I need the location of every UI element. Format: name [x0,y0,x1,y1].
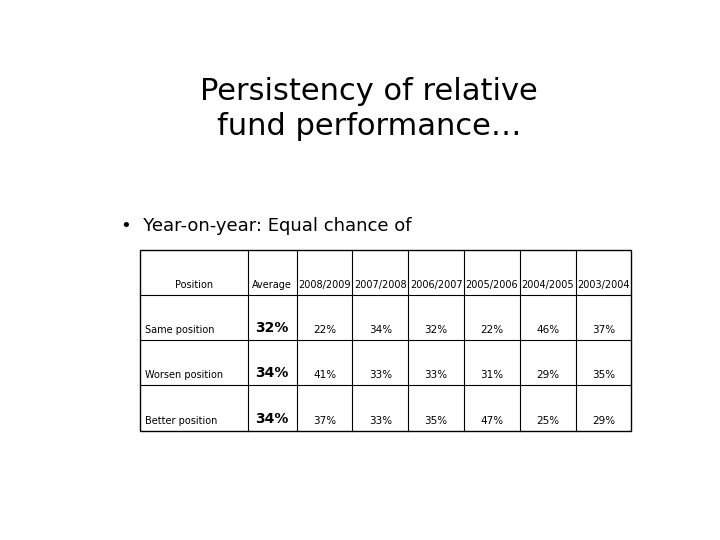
Text: 34%: 34% [256,411,289,426]
Text: Position: Position [175,280,213,290]
Text: Persistency of relative
fund performance…: Persistency of relative fund performance… [200,77,538,141]
Text: 33%: 33% [425,370,448,381]
Text: 37%: 37% [592,325,615,335]
Text: •  Year-on-year: Equal chance of: • Year-on-year: Equal chance of [121,217,411,234]
Text: 35%: 35% [592,370,615,381]
Text: 32%: 32% [256,321,289,335]
Text: 47%: 47% [480,416,503,426]
Text: 35%: 35% [425,416,448,426]
Text: 32%: 32% [425,325,448,335]
Text: 33%: 33% [369,370,392,381]
Text: 29%: 29% [592,416,615,426]
Text: Worsen position: Worsen position [145,370,222,381]
Text: 34%: 34% [369,325,392,335]
Text: 37%: 37% [313,416,336,426]
Text: Average: Average [252,280,292,290]
Text: 22%: 22% [313,325,336,335]
Text: 34%: 34% [256,367,289,381]
Text: 46%: 46% [536,325,559,335]
Text: 25%: 25% [536,416,559,426]
Text: 2005/2006: 2005/2006 [466,280,518,290]
Text: 31%: 31% [480,370,503,381]
Text: Same position: Same position [145,325,214,335]
Text: 2003/2004: 2003/2004 [577,280,629,290]
Text: Better position: Better position [145,416,217,426]
Text: 33%: 33% [369,416,392,426]
Text: 2007/2008: 2007/2008 [354,280,407,290]
Text: 29%: 29% [536,370,559,381]
Text: 2008/2009: 2008/2009 [298,280,351,290]
Text: 41%: 41% [313,370,336,381]
Text: 2006/2007: 2006/2007 [410,280,462,290]
Text: 2004/2005: 2004/2005 [521,280,574,290]
Text: 22%: 22% [480,325,503,335]
